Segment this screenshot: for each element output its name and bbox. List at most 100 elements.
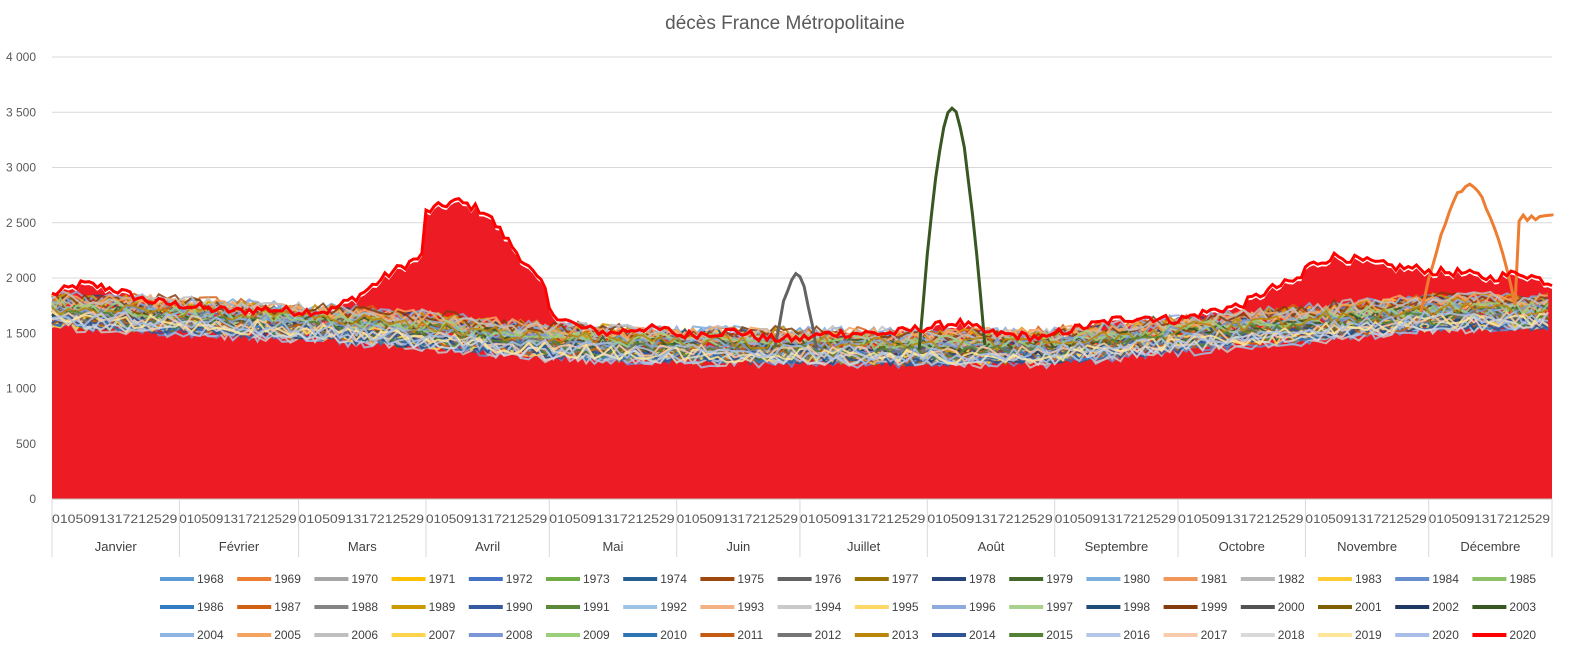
- x-tick-label: 0105091317212529: [179, 512, 297, 526]
- month-label: Novembre: [1337, 539, 1397, 554]
- legend-label: 1979: [1046, 572, 1073, 586]
- legend-label: 2002: [1432, 600, 1459, 614]
- y-tick-label: 4 000: [6, 50, 36, 64]
- legend-label: 1972: [506, 572, 533, 586]
- x-tick-label: 0105091317212529: [800, 512, 926, 526]
- y-tick-label: 3 500: [6, 105, 36, 119]
- legend-label: 1991: [583, 600, 610, 614]
- x-tick-label: 0105091317212529: [549, 512, 675, 526]
- y-tick-label: 1 500: [6, 326, 36, 340]
- legend-label: 1986: [197, 600, 224, 614]
- series-line-2020-highlight: [51, 196, 1553, 344]
- legend-label: 2017: [1201, 628, 1228, 642]
- x-tick-label: 0105091317212529: [299, 512, 425, 526]
- legend-label: 1971: [429, 572, 456, 586]
- legend-label: 2016: [1123, 628, 1150, 642]
- legend-label: 1995: [892, 600, 919, 614]
- legend-label: 2012: [815, 628, 842, 642]
- legend-label: 1999: [1201, 600, 1228, 614]
- x-tick-label: 0105091317212529: [1178, 512, 1304, 526]
- legend: 1968 1969 1970 1971 1972 1973 1974 1975 1976 1977…: [160, 572, 1536, 642]
- month-label: Mai: [602, 539, 623, 554]
- legend-label: 2007: [429, 628, 456, 642]
- legend-label: 2006: [351, 628, 378, 642]
- x-tick-label: 0105091317212529: [1305, 512, 1427, 526]
- legend-label: 1994: [815, 600, 842, 614]
- peak-line-1976: [773, 271, 818, 349]
- legend-label: 2000: [1278, 600, 1305, 614]
- legend-label: 1996: [969, 600, 996, 614]
- y-tick-label: 3 000: [6, 161, 36, 175]
- legend-label: 1988: [351, 600, 378, 614]
- legend-label: 2020: [1432, 628, 1459, 642]
- month-label: Septembre: [1085, 539, 1149, 554]
- legend-label: 1985: [1509, 572, 1536, 586]
- legend-label: 1984: [1432, 572, 1459, 586]
- series-line-2018: [51, 314, 1549, 367]
- legend-label: 1987: [274, 600, 301, 614]
- month-label: Août: [978, 539, 1005, 554]
- chart-title: décès France Métropolitaine: [665, 13, 905, 34]
- month-label: Avril: [475, 539, 500, 554]
- legend-label: 2003: [1509, 600, 1536, 614]
- y-tick-label: 0: [29, 492, 36, 506]
- legend-label: 2008: [506, 628, 533, 642]
- x-tick-label: 0105091317212529: [1055, 512, 1177, 526]
- y-tick-label: 2 500: [6, 216, 36, 230]
- legend-label: 2013: [892, 628, 919, 642]
- y-tick-label: 500: [16, 437, 36, 451]
- legend-label: 1997: [1046, 600, 1073, 614]
- legend-label: 2020: [1509, 628, 1536, 642]
- series-line-2006: [51, 289, 1549, 344]
- series-line-2019: [51, 310, 1548, 365]
- y-axis: 0 500 1 000 1 500 2 000 2 500 3 000 3 500 4 000: [6, 50, 36, 506]
- legend-label: 1978: [969, 572, 996, 586]
- legend-label: 1970: [351, 572, 378, 586]
- legend-label: 1976: [815, 572, 842, 586]
- legend-label: 2005: [274, 628, 301, 642]
- legend-label: 2001: [1355, 600, 1382, 614]
- legend-label: 1974: [660, 572, 687, 586]
- legend-label: 2010: [660, 628, 687, 642]
- x-tick-label: 0105091317212529: [1429, 512, 1551, 526]
- month-label: Juillet: [847, 539, 881, 554]
- month-label: Janvier: [95, 539, 138, 554]
- y-tick-label: 1 000: [6, 382, 36, 396]
- legend-label: 1968: [197, 572, 224, 586]
- legend-label: 2004: [197, 628, 224, 642]
- legend-label: 2011: [737, 628, 763, 642]
- x-tick-label: 0105091317212529: [677, 512, 799, 526]
- month-label: Octobre: [1219, 539, 1265, 554]
- legend-label: 1983: [1355, 572, 1382, 586]
- legend-label: 1977: [892, 572, 919, 586]
- legend-label: 1973: [583, 572, 610, 586]
- series-line-1993: [51, 294, 1549, 347]
- x-tick-label: 0105091317212529: [52, 512, 178, 526]
- legend-label: 2015: [1046, 628, 1073, 642]
- series-line-2020: [51, 310, 1549, 363]
- legend-label: 1975: [737, 572, 764, 586]
- lines-layer: [51, 106, 1554, 370]
- x-axis: Janvier 0105091317212529 Février 0105091317…: [51, 498, 1553, 557]
- legend-label: 1992: [660, 600, 687, 614]
- y-tick-label: 2 000: [6, 271, 36, 285]
- month-label: Décembre: [1460, 539, 1520, 554]
- peak-line-2003: [917, 106, 987, 350]
- legend-label: 1998: [1123, 600, 1150, 614]
- legend-label: 1969: [274, 572, 301, 586]
- month-label: Février: [219, 539, 260, 554]
- legend-label: 2018: [1278, 628, 1305, 642]
- legend-label: 1981: [1201, 572, 1228, 586]
- legend-label: 2019: [1355, 628, 1382, 642]
- x-tick-label: 0105091317212529: [927, 512, 1053, 526]
- month-label: Juin: [726, 539, 750, 554]
- legend-label: 1993: [737, 600, 764, 614]
- legend-label: 2014: [969, 628, 996, 642]
- legend-label: 1989: [429, 600, 456, 614]
- legend-label: 1980: [1123, 572, 1150, 586]
- x-tick-label: 0105091317212529: [426, 512, 548, 526]
- month-label: Mars: [348, 539, 377, 554]
- peak-line-1969: [1419, 182, 1554, 313]
